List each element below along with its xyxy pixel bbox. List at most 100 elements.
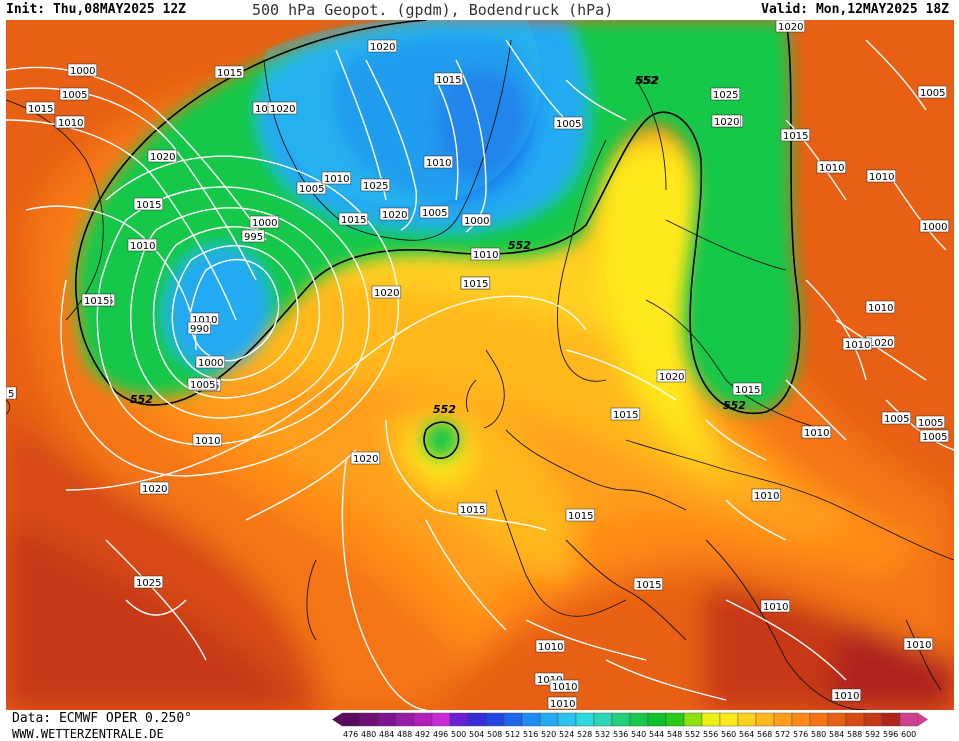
svg-text:1020: 1020 (353, 454, 378, 465)
svg-text:1015: 1015 (217, 68, 242, 79)
color-legend: 476 480 484 488 492 496 500 504 508 512 516 520 524 5… (332, 712, 928, 739)
svg-text:1005: 1005 (556, 119, 581, 130)
isobar-label: 1020 (711, 114, 742, 128)
svg-text:1015: 1015 (84, 296, 109, 307)
svg-text:1005: 1005 (922, 432, 947, 443)
isobar-label: 1000 (67, 63, 98, 77)
svg-text:1010: 1010 (195, 436, 220, 447)
legend-tick-label: 584 (829, 730, 844, 739)
svg-text:1010: 1010 (906, 640, 931, 651)
legend-swatch (395, 712, 415, 727)
isobar-label: 1020 (379, 207, 410, 221)
svg-text:1010: 1010 (868, 303, 893, 314)
data-source: Data: ECMWF OPER 0.250° (12, 711, 193, 726)
coastlines (6, 39, 954, 710)
svg-text:1015: 1015 (136, 200, 161, 211)
svg-text:1015: 1015 (636, 580, 661, 591)
svg-text:1010: 1010 (804, 428, 829, 439)
legend-tick-label: 596 (883, 730, 898, 739)
legend-tick-label: 524 (559, 730, 574, 739)
website-credit: WWW.WETTERZENTRALE.DE (12, 727, 164, 741)
svg-text:1020: 1020 (255, 104, 280, 115)
isobar-label: 1010 (831, 688, 862, 702)
isobar-label: 1015 (732, 382, 763, 396)
isobar-label: 1015 (338, 212, 369, 226)
legend-swatch (755, 712, 775, 727)
legend-swatch (647, 712, 667, 727)
svg-text:1020: 1020 (150, 152, 175, 163)
legend-tick-label: 572 (775, 730, 790, 739)
svg-text:1020: 1020 (382, 210, 407, 221)
svg-text:1010: 1010 (845, 340, 870, 351)
legend-swatch (827, 712, 847, 727)
isobar-label: 1010 (816, 160, 847, 174)
isobar-label: 1010 (842, 337, 873, 351)
isobar-label: 1015 (81, 293, 112, 307)
isobar-label: 1015 (133, 197, 164, 211)
legend-tick-label: 500 (451, 730, 466, 739)
isobar-label: 1010 (865, 300, 896, 314)
legend-tick-label: 592 (865, 730, 880, 739)
svg-text:1005: 1005 (422, 208, 447, 219)
isobar-label: 1020 (267, 101, 298, 115)
legend-tick-label: 516 (523, 730, 538, 739)
svg-text:5: 5 (8, 389, 14, 400)
legend-tick-label: 492 (415, 730, 430, 739)
svg-text:1010: 1010 (869, 172, 894, 183)
svg-text:1015: 1015 (341, 215, 366, 226)
legend-swatch (881, 712, 901, 727)
legend-tick-label: 560 (721, 730, 736, 739)
z552-contours (75, 20, 801, 459)
svg-text:1020: 1020 (659, 372, 684, 383)
isobar-label: 1010 (127, 238, 158, 252)
legend-tick-label: 484 (379, 730, 394, 739)
legend-swatch (773, 712, 793, 727)
legend-tick-label: 544 (649, 730, 664, 739)
svg-text:1005: 1005 (299, 184, 324, 195)
legend-swatch (485, 712, 505, 727)
svg-text:990: 990 (190, 324, 209, 335)
legend-tick-label: 556 (703, 730, 718, 739)
svg-text:1005: 1005 (920, 88, 945, 99)
legend-swatch (863, 712, 883, 727)
svg-text:1025: 1025 (713, 90, 738, 101)
legend-tick-label: 536 (613, 730, 628, 739)
isobar-label: 1015 (457, 502, 488, 516)
svg-text:1005: 1005 (62, 90, 87, 101)
legend-swatch (377, 712, 397, 727)
legend-swatch (611, 712, 631, 727)
svg-text:1015: 1015 (735, 385, 760, 396)
legend-swatch (341, 712, 361, 727)
isobar-label: 1010 (549, 679, 580, 693)
svg-text:1000: 1000 (464, 216, 489, 227)
isobar-label: 1015 (610, 407, 641, 421)
isobar-label: 1005 (187, 377, 218, 391)
isobar-label: 1010 (321, 171, 352, 185)
isobar-label: 5 (6, 386, 17, 400)
svg-text:1010: 1010 (819, 163, 844, 174)
isobar-label: 1020 (139, 481, 170, 495)
legend-tick-label: 488 (397, 730, 412, 739)
legend-swatch (431, 712, 451, 727)
legend-swatch (503, 712, 523, 727)
isobar-label: 995 (241, 229, 265, 243)
legend-tick-label: 512 (505, 730, 520, 739)
svg-text:1010: 1010 (192, 315, 217, 326)
isobar-label: 1010 (535, 639, 566, 653)
isobar-label: 1005 (915, 415, 946, 429)
legend-swatch (791, 712, 811, 727)
map-header: Init: Thu,08MAY2025 12Z 500 hPa Geopot. … (0, 0, 959, 20)
isobar-label: 1010 (801, 425, 832, 439)
legend-tick-label: 540 (631, 730, 646, 739)
isobar-label: 1020 (656, 369, 687, 383)
legend-tick-label: 576 (793, 730, 808, 739)
isobar-label: 990 (187, 321, 211, 335)
svg-text:1010: 1010 (763, 602, 788, 613)
svg-text:1020: 1020 (714, 117, 739, 128)
legend-swatch (701, 712, 721, 727)
svg-text:1025: 1025 (136, 578, 161, 589)
isobar-label: 1025 (133, 575, 164, 589)
svg-text:1000: 1000 (198, 358, 223, 369)
valid-time: Valid: Mon,12MAY2025 18Z (761, 2, 949, 17)
svg-text:1010: 1010 (426, 158, 451, 169)
